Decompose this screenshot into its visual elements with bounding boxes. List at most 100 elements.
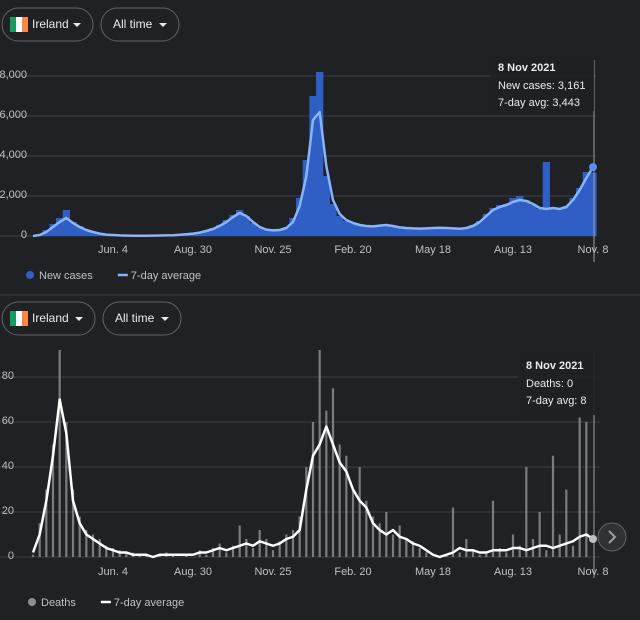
- bar: [278, 541, 281, 557]
- bar: [218, 543, 221, 557]
- bar: [496, 205, 504, 236]
- bar: [211, 548, 215, 557]
- x-tick-label: Nov. 8: [578, 566, 609, 578]
- next-button-circle[interactable]: [597, 522, 627, 552]
- bar: [571, 545, 575, 557]
- flag-green[interactable]: [10, 17, 16, 32]
- next-button[interactable]: [597, 522, 627, 552]
- bar: [249, 223, 257, 236]
- bar: [456, 229, 464, 236]
- y-tick-label: 80: [2, 370, 14, 382]
- bar: [236, 210, 244, 236]
- dropdown-arrow[interactable]: [161, 317, 169, 321]
- bar: [265, 539, 268, 557]
- dropdown-box[interactable]: [102, 301, 182, 336]
- bar: [362, 226, 370, 236]
- bar: [345, 455, 348, 557]
- bar: [409, 228, 417, 236]
- dropdown-box[interactable]: [1, 301, 96, 336]
- dropdown-label[interactable]: Ireland: [32, 17, 69, 31]
- bar: [65, 422, 68, 557]
- flag-orange[interactable]: [22, 17, 28, 32]
- legend-label: Deaths: [41, 597, 76, 609]
- bar: [589, 172, 597, 236]
- bar: [336, 216, 344, 236]
- dropdown-arrow[interactable]: [73, 23, 81, 27]
- filter-dropdown[interactable]: All time: [102, 301, 182, 336]
- flag-white[interactable]: [16, 311, 22, 326]
- bar: [51, 444, 55, 557]
- bar: [469, 224, 477, 236]
- bar: [222, 220, 230, 236]
- chart-panel: Ireland All time 0 2,000 4,000 6,000 8,000 Jun.…: [0, 7, 609, 282]
- bar: [216, 224, 224, 236]
- dropdown-label[interactable]: All time: [115, 311, 155, 325]
- bar: [465, 539, 468, 557]
- bar: [205, 554, 208, 557]
- bar: [582, 172, 590, 236]
- flag-green[interactable]: [10, 311, 16, 326]
- bar: [231, 545, 235, 557]
- bar: [302, 160, 310, 236]
- tooltip: 8 Nov 2021 Deaths: 0 7-day avg: 8: [518, 353, 600, 415]
- bar: [525, 467, 528, 557]
- tooltip-box: [518, 353, 600, 415]
- bar: [342, 221, 350, 236]
- dropdown-label[interactable]: All time: [113, 17, 153, 31]
- x-tick-label: Aug. 13: [494, 244, 532, 256]
- flag-orange[interactable]: [22, 311, 28, 326]
- bar: [245, 539, 248, 557]
- bar: [391, 534, 395, 557]
- bar: [225, 552, 228, 557]
- x-tick-label: Feb. 20: [334, 566, 371, 578]
- bar: [378, 523, 381, 557]
- x-tick-label: Aug. 30: [174, 566, 212, 578]
- x-tick-label: Jun. 4: [98, 244, 128, 256]
- bar: [349, 223, 357, 236]
- flag-white[interactable]: [16, 17, 22, 32]
- y-tick-label: 8,000: [0, 69, 27, 81]
- legend-marker: [28, 598, 36, 606]
- dropdown-arrow[interactable]: [75, 317, 83, 321]
- bar: [476, 221, 484, 236]
- bar: [76, 226, 84, 236]
- bar: [71, 489, 75, 557]
- bar: [256, 227, 264, 236]
- bar: [449, 228, 457, 236]
- bar: [462, 227, 470, 236]
- y-tick-label: 40: [2, 460, 14, 472]
- bar: [536, 209, 544, 236]
- legend-label: New cases: [39, 270, 93, 282]
- bar: [402, 228, 410, 236]
- filter-dropdown[interactable]: Ireland: [1, 7, 94, 42]
- bar: [502, 204, 510, 236]
- x-tick-label: Jun. 4: [98, 566, 128, 578]
- dropdown-box[interactable]: [100, 7, 180, 42]
- dropdown-arrow[interactable]: [159, 23, 167, 27]
- bar: [425, 552, 428, 557]
- bar: [111, 548, 115, 557]
- bar: [478, 554, 481, 557]
- legend-label: 7-day average: [114, 597, 184, 609]
- x-tick-label: Nov. 8: [578, 244, 609, 256]
- bar: [322, 176, 330, 236]
- bar: [229, 215, 237, 236]
- bar: [376, 225, 384, 236]
- dropdown-label[interactable]: Ireland: [32, 311, 69, 325]
- filter-dropdown[interactable]: Ireland: [1, 301, 96, 336]
- bar: [485, 552, 488, 557]
- y-tick-label: 0: [21, 229, 27, 241]
- bar: [529, 205, 537, 236]
- bar: [238, 525, 241, 557]
- next-button-chevron[interactable]: [608, 530, 617, 544]
- tooltip-line: 7-day avg: 3,443: [498, 97, 580, 109]
- bar: [251, 548, 255, 557]
- bar: [269, 230, 277, 236]
- dropdown-box[interactable]: [1, 7, 94, 42]
- filter-dropdown[interactable]: All time: [100, 7, 180, 42]
- bar: [196, 232, 204, 236]
- bar: [382, 224, 390, 236]
- x-tick-label: Aug. 30: [174, 244, 212, 256]
- bar: [538, 512, 541, 557]
